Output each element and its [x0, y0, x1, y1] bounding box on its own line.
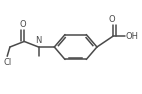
Text: OH: OH [126, 32, 139, 41]
Text: O: O [108, 15, 115, 24]
Text: O: O [20, 20, 26, 29]
Text: Cl: Cl [3, 58, 11, 67]
Text: N: N [35, 36, 42, 45]
